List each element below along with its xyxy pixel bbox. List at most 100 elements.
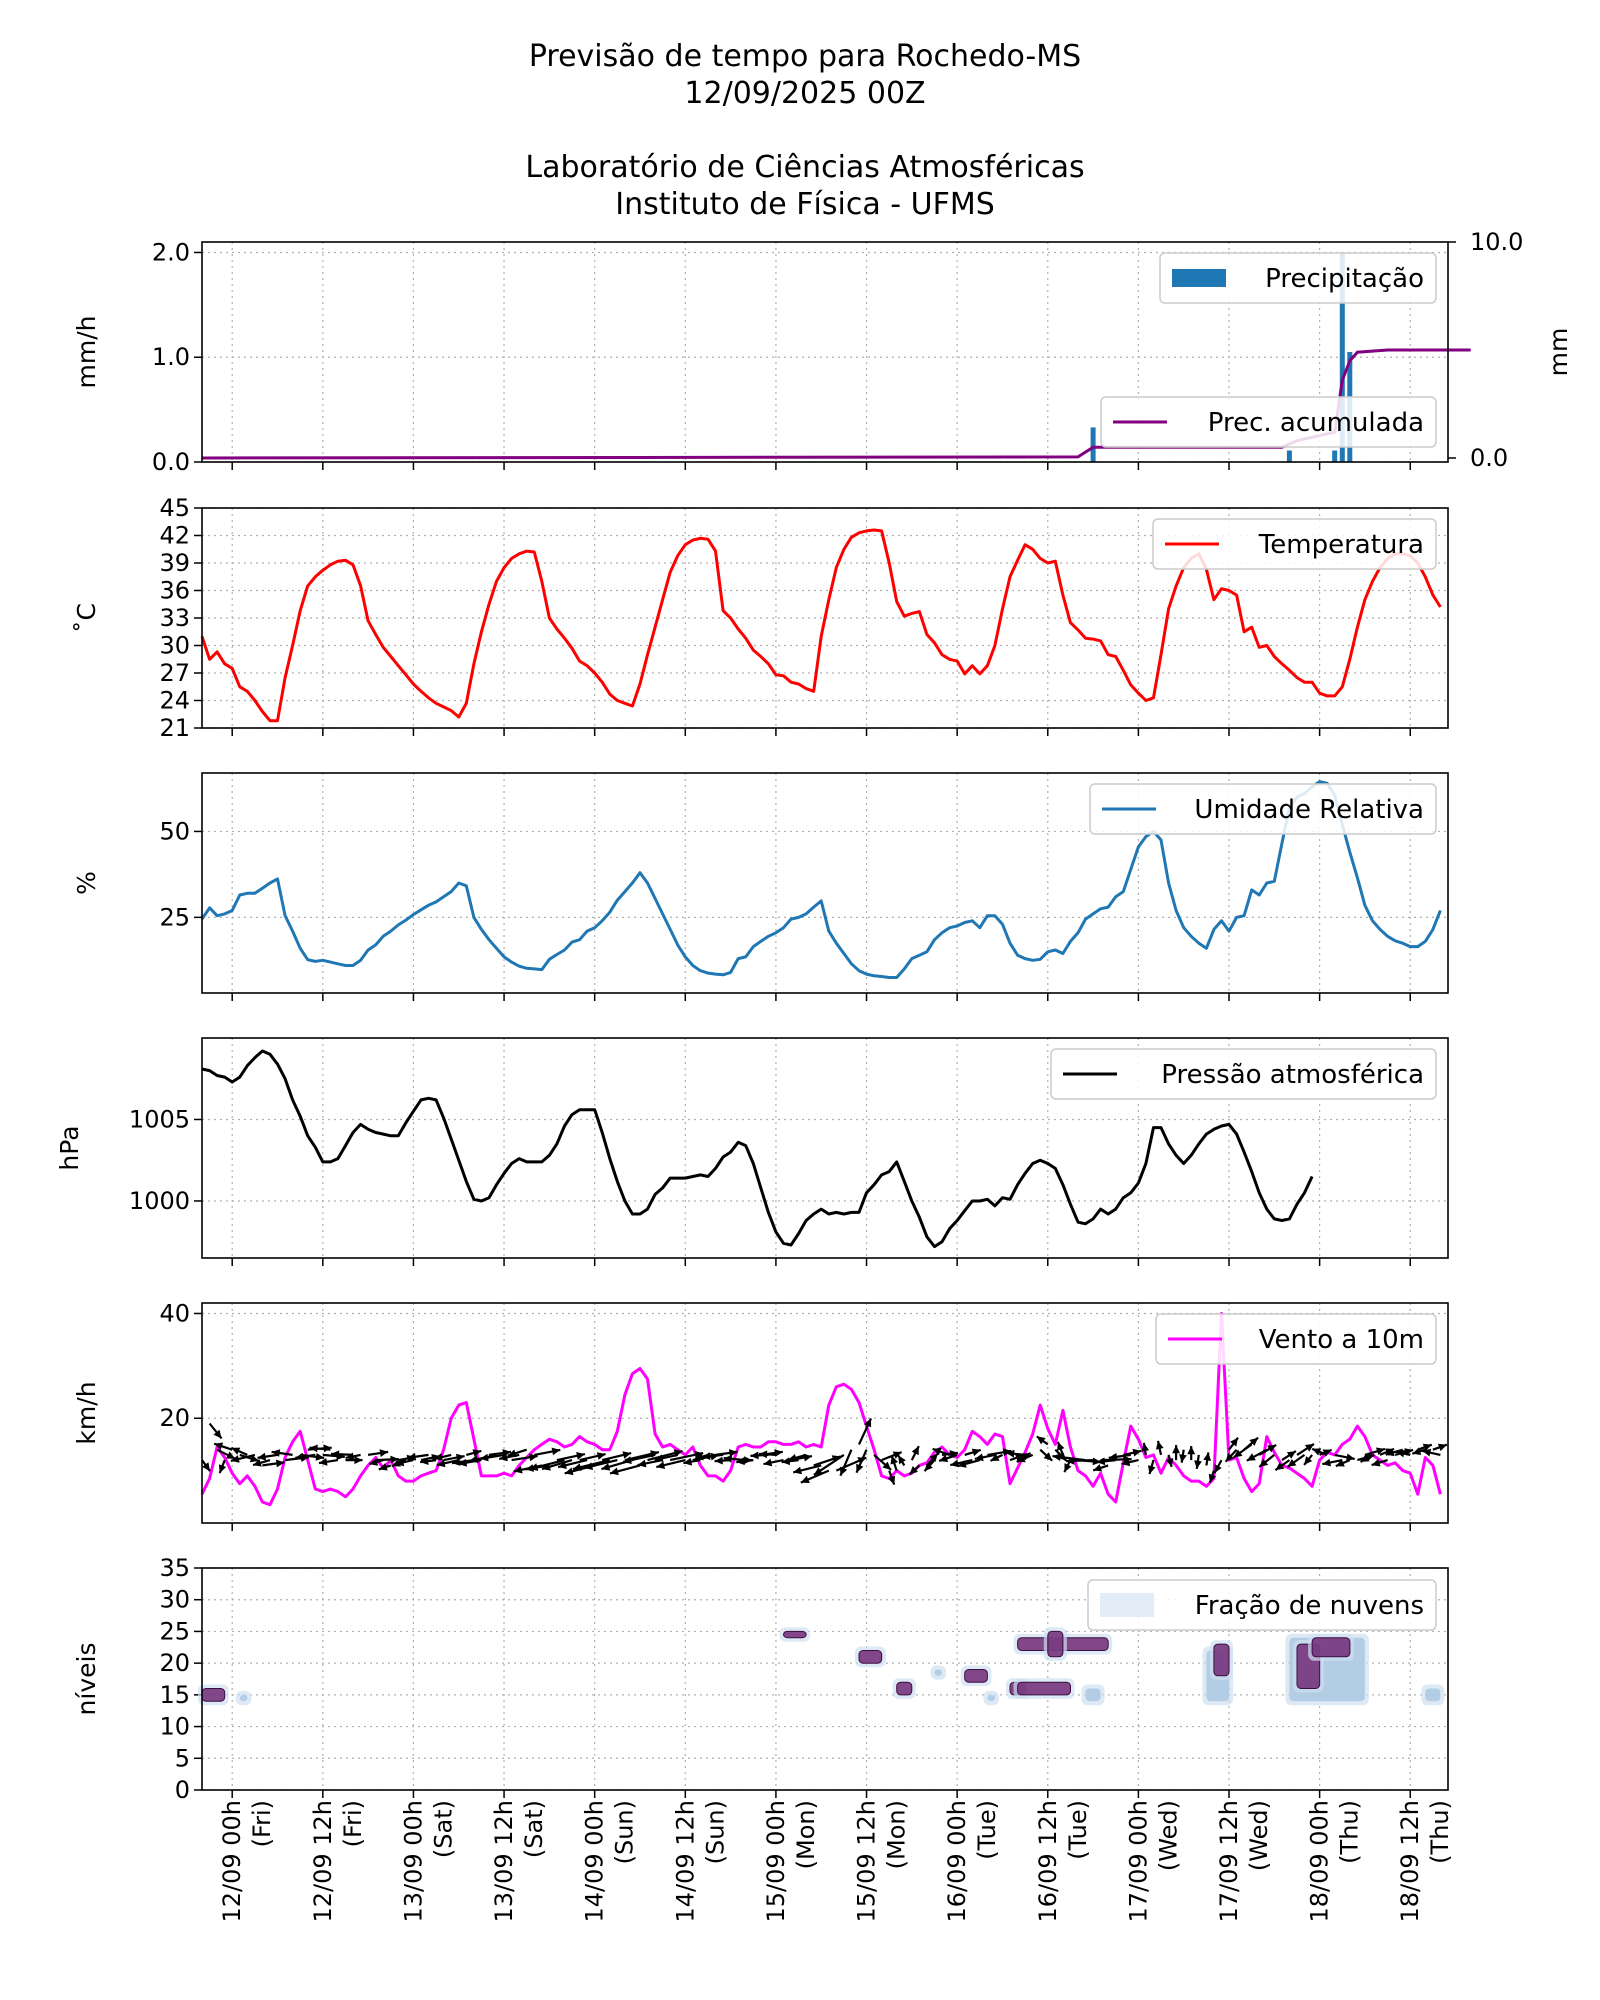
wind-arrow-head — [1304, 1456, 1313, 1465]
wind-arrow-head — [856, 1463, 864, 1473]
wind-arrow-head — [1016, 1455, 1026, 1463]
wind-arrow-head — [1233, 1449, 1243, 1458]
y-tick-label: 0.0 — [152, 448, 190, 476]
wind-arrow-head — [892, 1451, 902, 1459]
panel-frame — [201, 241, 1449, 463]
wind-arrow-head — [318, 1458, 328, 1466]
wind-arrow-head — [1412, 1447, 1422, 1455]
legend-box — [1152, 518, 1437, 570]
y-axis-label: % — [72, 871, 101, 895]
wind-arrow-head — [800, 1475, 810, 1483]
y-tick-label: 39 — [159, 549, 190, 577]
wind-arrow-head — [974, 1453, 984, 1462]
wind-arrow-head — [1376, 1447, 1385, 1455]
wind-arrow-head — [507, 1449, 517, 1457]
wind-arrow-head — [1322, 1458, 1331, 1467]
panel-frame — [201, 772, 1449, 994]
x-tick-day-label: (Thu) — [1336, 1800, 1364, 1864]
x-tick-day-label: (Sat) — [429, 1800, 457, 1858]
wind-arrow-head — [702, 1452, 711, 1460]
x-tick-day-label: (Tue) — [1064, 1800, 1092, 1860]
y-right-axis-label: mm — [1544, 328, 1573, 377]
wind-arrow-head — [1267, 1444, 1277, 1453]
cloud-patch — [1311, 1637, 1351, 1658]
cloud-patch-light — [239, 1694, 248, 1702]
wind-arrow-head — [226, 1451, 236, 1459]
wind-arrow-head — [890, 1455, 898, 1465]
legend-swatch — [1100, 1593, 1154, 1617]
legend-label: Fração de nuvens — [1195, 1591, 1424, 1621]
y-axis-label: ˚C — [72, 603, 101, 633]
wind-arrow-head — [774, 1449, 783, 1457]
wind-arrow-head — [929, 1453, 938, 1462]
wind-arrow-head — [584, 1462, 594, 1470]
wind-arrow-head — [257, 1452, 267, 1461]
wind-arrow-head — [1165, 1458, 1174, 1467]
wind-arrow-head — [1230, 1437, 1238, 1447]
x-tick-label: 13/09 00h — [399, 1800, 427, 1923]
x-tick-label: 16/09 00h — [943, 1800, 971, 1923]
x-tick-label: 14/09 00h — [581, 1800, 609, 1923]
x-tick-label: 18/09 12h — [1396, 1800, 1424, 1923]
wind-arrow-head — [728, 1449, 738, 1457]
legend-box — [1100, 396, 1437, 448]
wind-arrow-head — [1360, 1454, 1370, 1462]
wind-arrow-head — [990, 1453, 1000, 1461]
y-tick-label: 45 — [159, 494, 190, 522]
wind-arrow-head — [1312, 1448, 1322, 1456]
wind-arrow-head — [763, 1458, 773, 1467]
wind-arrow-head — [558, 1461, 567, 1469]
y-tick-label: 2.0 — [152, 238, 190, 266]
panel-frame — [201, 1302, 1449, 1524]
series-line — [200, 528, 1442, 723]
wind-arrow-head — [957, 1460, 967, 1468]
wind-arrow-head — [214, 1442, 224, 1450]
cloud-patch — [964, 1669, 988, 1683]
title-line-4: Instituto de Física - UFMS — [615, 187, 995, 222]
wind-arrow-head — [275, 1459, 285, 1468]
x-tick-label: 12/09 12h — [309, 1800, 337, 1923]
cloud-patch — [1047, 1630, 1064, 1658]
x-tick-day-label: (Fri) — [248, 1800, 276, 1847]
wind-arrow-head — [1132, 1448, 1142, 1457]
wind-arrow-head — [1121, 1458, 1131, 1467]
panels-group: 0.0 1.0 2.0 mm/h 0.0 10.0 mm Precipitação Prec. … — [55, 228, 1573, 1923]
wind-arrow-head — [1036, 1436, 1046, 1445]
y-tick-label: 21 — [159, 714, 190, 742]
legend-box — [1155, 1313, 1437, 1365]
y-tick-label: 25 — [159, 903, 190, 931]
legend-label: Prec. acumulada — [1208, 408, 1424, 438]
precip-bar — [1090, 427, 1096, 462]
y-tick-label: 5 — [175, 1744, 190, 1772]
legend-label: Pressão atmosférica — [1161, 1060, 1424, 1090]
wind-arrow-head — [354, 1456, 363, 1465]
wind-arrow-head — [458, 1458, 468, 1467]
wind-arrows-group — [201, 1417, 1448, 1485]
wind-arrow-head — [1322, 1449, 1332, 1457]
series-line — [200, 1312, 1442, 1507]
wind-arrow-head — [395, 1458, 405, 1467]
wind-arrow-head — [1096, 1457, 1106, 1466]
cloud-patch-light — [987, 1694, 995, 1702]
precip-bar — [1286, 450, 1292, 462]
x-tick-day-label: (Thu) — [1426, 1800, 1454, 1864]
y-tick-label: 40 — [159, 1299, 190, 1327]
wind-arrow-head — [714, 1456, 723, 1465]
wind-arrow-head — [1286, 1451, 1296, 1459]
wind-arrow-head — [694, 1451, 704, 1459]
wind-arrow-head — [369, 1458, 379, 1466]
wind-arrow-head — [840, 1466, 848, 1476]
wind-arrow-head — [1148, 1465, 1156, 1475]
y-tick-label: 0 — [175, 1776, 190, 1804]
wind-arrow-head — [1057, 1441, 1065, 1451]
wind-arrow-head — [576, 1452, 585, 1460]
wind-arrow-head — [1203, 1452, 1211, 1461]
title-line-2: 12/09/2025 00Z — [684, 76, 925, 111]
series-line — [200, 780, 1442, 979]
wind-arrow-head — [887, 1475, 896, 1485]
wind-arrow-head — [1287, 1459, 1297, 1467]
legend-label: Temperatura — [1258, 530, 1424, 560]
wind-arrow-head — [564, 1467, 574, 1476]
wind-arrow-head — [271, 1449, 281, 1457]
legend-swatch — [1172, 269, 1226, 287]
